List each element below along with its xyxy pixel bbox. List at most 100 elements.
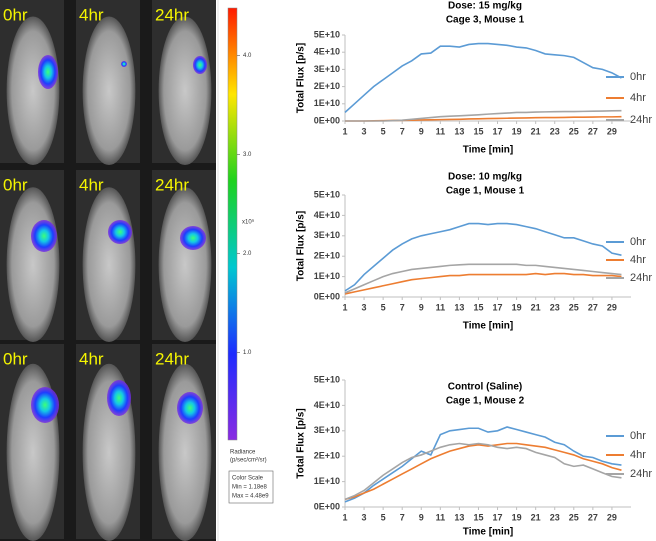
y-tick-label: 2E+10 [314, 251, 340, 261]
mouse-body [158, 16, 212, 165]
x-tick-label: 27 [588, 512, 598, 522]
colorbar-box [228, 470, 274, 504]
line-series [345, 109, 622, 122]
x-tick-label: 21 [531, 512, 541, 522]
signal [107, 380, 131, 416]
y-tick-label: 5E+10 [314, 189, 340, 199]
y-tick-label: 3E+10 [314, 64, 340, 74]
image-label: 0hr [3, 349, 28, 368]
y-axis-label: Total Flux [p/s] [296, 408, 307, 478]
legend-label: 24hr [630, 468, 652, 480]
x-tick-label: 19 [512, 512, 522, 522]
legend-label: 4hr [630, 254, 646, 266]
colorbar-tick-label: 3.0 [243, 152, 252, 158]
colorbar-tick-label: 2.0 [243, 251, 252, 257]
line-series [344, 442, 622, 501]
legend-label: 0hr [630, 430, 646, 442]
y-tick-label: 0E+00 [314, 115, 340, 125]
x-tick-label: 17 [493, 302, 503, 312]
x-tick-label: 5 [381, 126, 386, 136]
x-axis-label: Time [min] [463, 527, 513, 538]
x-tick-label: 5 [381, 302, 386, 312]
image-label: 24hr [155, 5, 189, 24]
chart-title: Dose: 10 mg/kg [448, 172, 522, 183]
y-tick-label: 5E+10 [314, 29, 340, 39]
image-label: 4hr [79, 349, 104, 368]
mouse-images: 0hr 4hr 24hr 0hr 4hr 24hr 0hr 4hr 24hr [0, 0, 216, 541]
signal [180, 226, 206, 250]
x-tick-label: 9 [419, 302, 424, 312]
x-tick-label: 3 [362, 126, 367, 136]
x-tick-label: 9 [419, 126, 424, 136]
x-axis-label: Time [min] [463, 321, 513, 332]
colorbar-exponent: x10⁹ [242, 219, 255, 226]
y-tick-label: 3E+10 [314, 230, 340, 240]
x-tick-label: 11 [436, 512, 446, 522]
signal [38, 55, 58, 89]
x-tick-label: 7 [400, 512, 405, 522]
x-tick-label: 17 [493, 126, 503, 136]
legend-label: 4hr [630, 92, 646, 104]
y-tick-label: 2E+10 [314, 451, 340, 461]
colorbar-tick-label: 1.0 [243, 350, 252, 356]
x-tick-label: 1 [342, 126, 347, 136]
x-tick-label: 23 [550, 126, 560, 136]
x-tick-label: 25 [569, 512, 579, 522]
x-tick-label: 3 [362, 512, 367, 522]
chart-title: Control (Saline) [448, 382, 522, 393]
x-tick-label: 3 [362, 302, 367, 312]
signal [31, 220, 57, 252]
y-tick-label: 4E+10 [314, 47, 340, 57]
legend-label: 24hr [630, 272, 652, 284]
y-tick-label: 2E+10 [314, 81, 340, 91]
x-tick-label: 21 [531, 126, 541, 136]
x-tick-label: 29 [607, 126, 617, 136]
x-tick-label: 19 [512, 302, 522, 312]
x-tick-label: 25 [569, 126, 579, 136]
x-tick-label: 7 [400, 302, 405, 312]
signal [193, 56, 207, 74]
x-tick-label: 11 [436, 126, 446, 136]
y-axis-label: Total Flux [p/s] [296, 211, 307, 281]
colorbar-unit: (p/sec/cm²/sr) [230, 458, 267, 464]
x-tick-label: 21 [531, 302, 541, 312]
x-tick-label: 19 [512, 126, 522, 136]
x-tick-label: 29 [607, 302, 617, 312]
mouse-body [158, 363, 212, 541]
x-tick-label: 23 [550, 512, 560, 522]
x-tick-label: 1 [342, 512, 347, 522]
colorbar-label: Radiance [230, 450, 256, 456]
chart-subtitle: Cage 3, Mouse 1 [446, 15, 525, 26]
signal [108, 220, 132, 244]
y-tick-label: 4E+10 [314, 400, 340, 410]
x-tick-label: 5 [381, 512, 386, 522]
image-label: 4hr [79, 5, 104, 24]
x-tick-label: 25 [569, 302, 579, 312]
colorbar-tick-label: 4.0 [243, 53, 252, 59]
chart-subtitle: Cage 1, Mouse 1 [446, 186, 525, 197]
chart-title: Dose: 15 mg/kg [448, 1, 522, 12]
line-series [344, 272, 622, 295]
y-tick-label: 0E+00 [314, 501, 340, 511]
legend-label: 0hr [630, 71, 646, 83]
signal [177, 392, 203, 424]
x-tick-label: 15 [473, 512, 483, 522]
x-tick-label: 23 [550, 302, 560, 312]
x-tick-label: 15 [473, 126, 483, 136]
legend-label: 0hr [630, 236, 646, 248]
image-label: 4hr [79, 175, 104, 194]
x-tick-label: 9 [419, 512, 424, 522]
image-label: 0hr [3, 175, 28, 194]
x-tick-label: 15 [473, 302, 483, 312]
x-tick-label: 7 [400, 126, 405, 136]
legend-label: 24hr [630, 114, 652, 126]
y-tick-label: 1E+10 [314, 98, 340, 108]
mouse-body [82, 187, 136, 342]
colorbar-max: Max = 4.48e9 [232, 494, 269, 500]
mouse-body [82, 16, 136, 165]
colorbar-box-title: Color Scale [232, 476, 264, 482]
mouse-body [158, 187, 212, 342]
mouse-body [6, 16, 60, 165]
signal [31, 387, 59, 423]
